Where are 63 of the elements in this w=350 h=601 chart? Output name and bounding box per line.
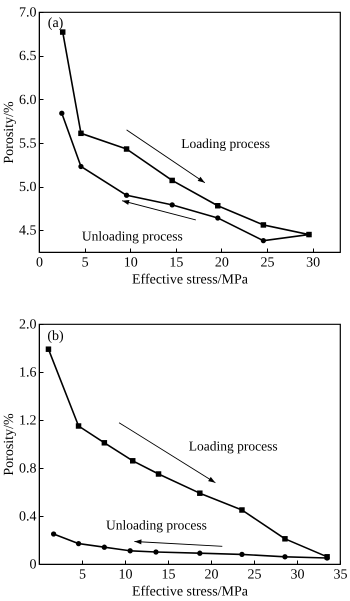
point — [260, 222, 266, 228]
point — [156, 471, 162, 477]
y-axis-title: Porosity/% — [2, 413, 17, 476]
y-tick-label: 0 — [30, 558, 36, 572]
point — [78, 164, 84, 170]
point — [197, 490, 203, 496]
x-axis-title: Effective stress/MPa — [132, 272, 249, 288]
x-tick-label: 35 — [334, 568, 348, 582]
y-tick-label: 4.5 — [19, 224, 36, 239]
x-tick-label: 25 — [248, 568, 262, 582]
point — [60, 29, 66, 35]
annotation: (b) — [47, 329, 64, 344]
y-tick-label: 5.5 — [19, 136, 36, 152]
point — [124, 146, 130, 152]
text: Loading process — [188, 438, 278, 454]
y-tick-label: 6.5 — [19, 49, 36, 64]
x-tick-label: 5 — [79, 568, 86, 582]
point — [128, 548, 133, 554]
y-tick-label: 2.0 — [19, 318, 36, 332]
x-tick-label: 15 — [162, 568, 176, 582]
point — [102, 440, 108, 446]
y-tick-label: 5.0 — [19, 180, 36, 196]
series-label: Unloading process — [106, 518, 207, 533]
text: Loading process — [181, 136, 270, 151]
x-tick-label: 15 — [169, 256, 184, 270]
point — [124, 192, 130, 198]
x-axis-title: Effective stress/MPa — [132, 584, 249, 600]
x-tick-label: 5 — [82, 256, 89, 270]
point — [78, 130, 84, 136]
y-tick-label: 1.6 — [19, 366, 36, 380]
point — [130, 458, 136, 464]
x-tick-label: 30 — [306, 256, 320, 270]
x-tick-label: 10 — [124, 256, 138, 270]
x-tick-label: 25 — [260, 256, 275, 270]
point — [102, 544, 108, 550]
point — [153, 549, 159, 555]
point — [282, 554, 288, 560]
y-tick-label: 0.4 — [19, 510, 36, 524]
x-tick-label: 30 — [290, 568, 304, 582]
point — [169, 178, 175, 184]
x-tick-label: 20 — [204, 568, 218, 582]
y-tick-label: 7.0 — [19, 6, 36, 20]
y-tick-label: 0.8 — [19, 462, 36, 476]
y-axis-title: Porosity/% — [2, 101, 17, 164]
point — [215, 203, 221, 208]
x-tick-label: 10 — [118, 568, 132, 582]
point — [239, 507, 245, 513]
point — [46, 346, 52, 352]
point — [170, 202, 175, 208]
point — [59, 110, 64, 116]
point — [239, 552, 245, 558]
y-tick-label: 1.2 — [19, 414, 36, 428]
point — [260, 238, 266, 244]
point — [50, 531, 56, 537]
point — [76, 423, 82, 429]
point — [282, 536, 288, 542]
point — [197, 550, 202, 556]
annotation: (a) — [48, 16, 64, 31]
x-tick-label: 20 — [214, 256, 229, 270]
point — [215, 215, 220, 221]
y-tick-label: 6.0 — [19, 92, 36, 108]
series-label: Unloading process — [82, 228, 183, 244]
point — [76, 540, 82, 546]
